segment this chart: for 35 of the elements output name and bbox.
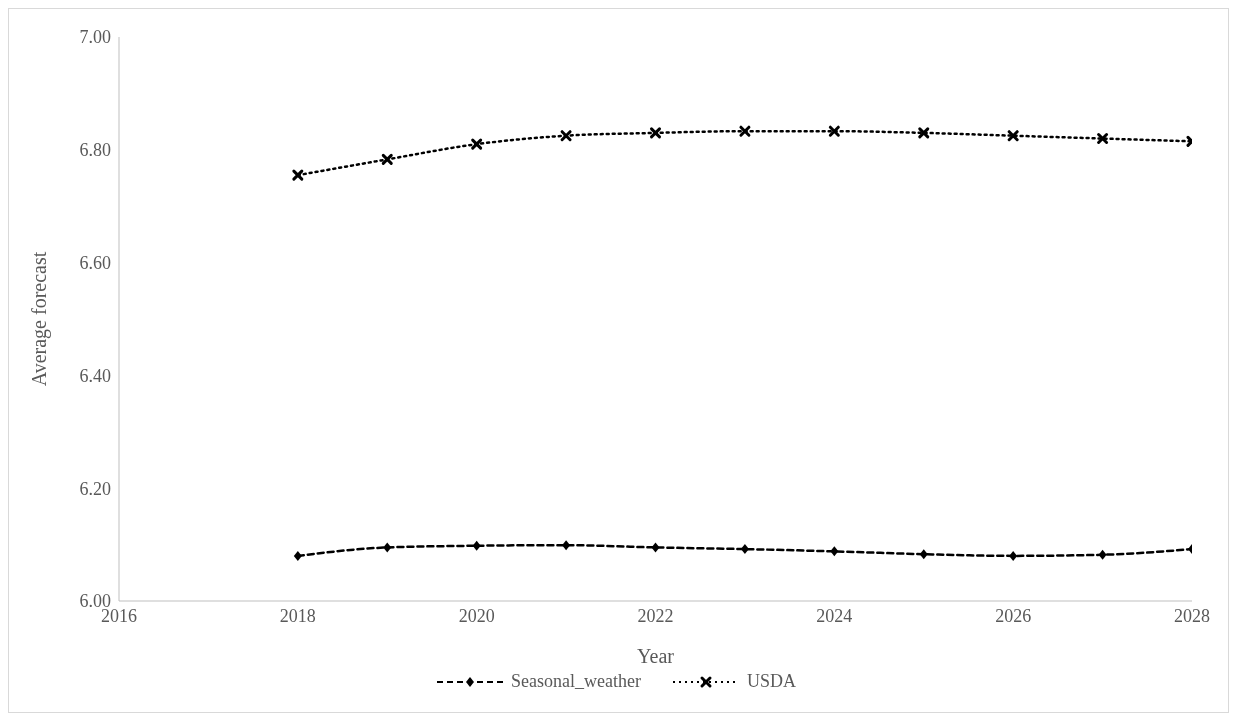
- point: [739, 125, 751, 137]
- point: [292, 169, 304, 181]
- point: [560, 130, 572, 142]
- x-tick-label: 2022: [637, 605, 674, 626]
- y-tick-label: 6.20: [79, 478, 111, 499]
- point: [830, 546, 839, 557]
- point: [1097, 133, 1109, 145]
- point: [293, 550, 302, 561]
- point: [381, 153, 393, 165]
- point: [472, 540, 481, 551]
- x-tick-label: 2018: [279, 605, 316, 626]
- y-axis-title: Average forecast: [28, 251, 52, 387]
- x-tick-label: 2024: [816, 605, 853, 626]
- y-tick-label: 6.80: [79, 140, 111, 161]
- point: [562, 540, 571, 551]
- point: [1009, 550, 1018, 561]
- point: [383, 542, 392, 553]
- point: [650, 127, 661, 139]
- point: [919, 549, 928, 560]
- legend-label: Seasonal_weather: [510, 671, 641, 692]
- x-tick-label: 2026: [995, 605, 1032, 626]
- x-tick-label: 2028: [1174, 605, 1210, 626]
- y-tick-label: 7.00: [79, 27, 111, 48]
- point: [651, 542, 660, 553]
- point: [918, 127, 930, 139]
- x-tick-label: 2020: [458, 605, 495, 626]
- point: [1007, 130, 1019, 142]
- legend-label: USDA: [745, 671, 796, 692]
- point: [1098, 549, 1107, 560]
- point: [828, 125, 840, 137]
- x-axis-title: Year: [637, 645, 675, 667]
- y-tick-label: 6.40: [79, 365, 111, 386]
- point: [471, 138, 483, 150]
- y-tick-label: 6.60: [79, 252, 111, 273]
- point: [740, 544, 749, 555]
